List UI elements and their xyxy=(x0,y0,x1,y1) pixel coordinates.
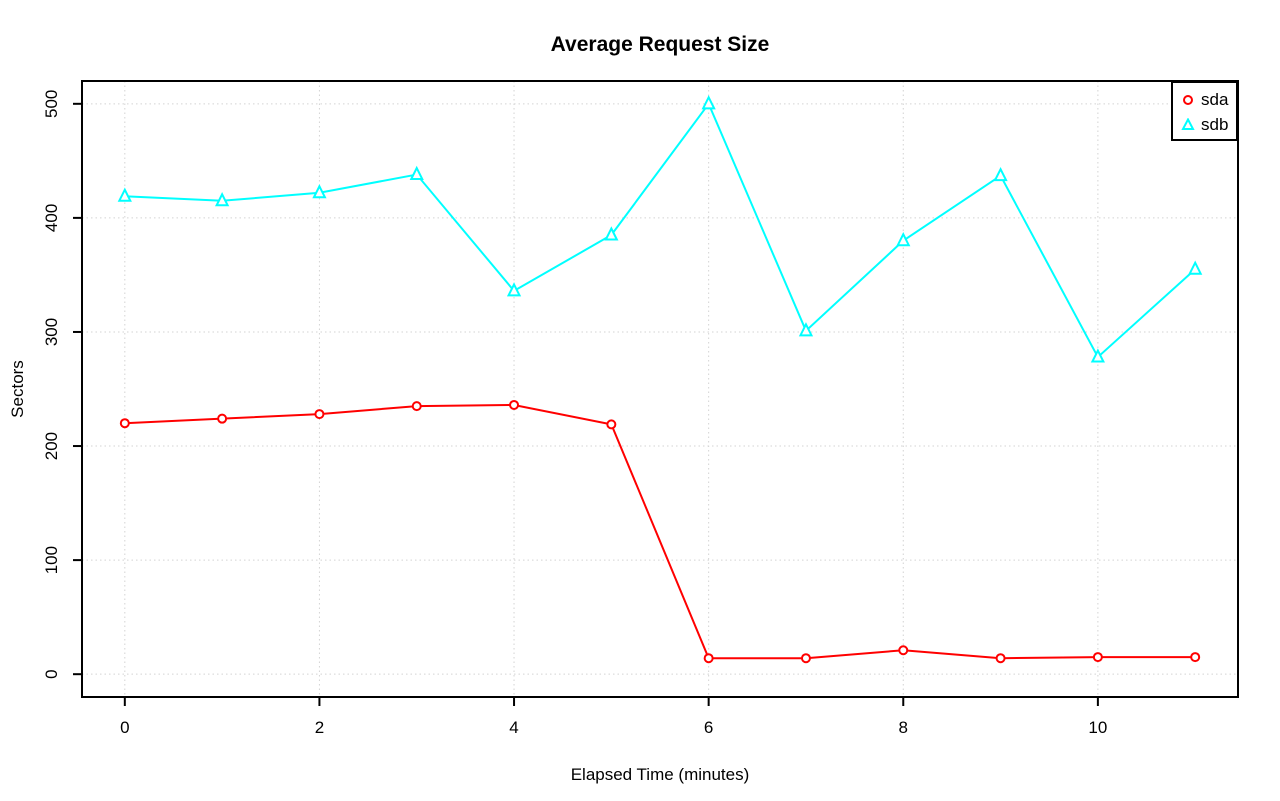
data-point-sdb xyxy=(604,226,619,241)
legend: sda sdb xyxy=(1171,81,1238,141)
data-point-sdb xyxy=(701,95,716,110)
x-tick-label: 10 xyxy=(1088,718,1107,737)
data-point-sdb xyxy=(409,165,424,181)
x-tick-label: 8 xyxy=(899,718,908,737)
x-tick-label: 6 xyxy=(704,718,713,737)
x-tick-label: 0 xyxy=(120,718,129,737)
legend-label-sdb: sdb xyxy=(1201,114,1229,134)
y-tick-label: 400 xyxy=(42,204,61,232)
y-axis-label: Sectors xyxy=(8,360,27,418)
data-point-sda xyxy=(314,409,325,420)
data-point-sdb xyxy=(117,187,132,202)
chart-title: Average Request Size xyxy=(550,33,770,56)
y-tick-label: 200 xyxy=(42,432,61,460)
data-point-sdb xyxy=(215,192,230,207)
sdb-triangle-marker-icon xyxy=(1181,117,1195,130)
data-point-sda xyxy=(411,401,422,412)
y-tick-label: 500 xyxy=(42,90,61,118)
legend-item-sdb: sdb xyxy=(1181,112,1236,137)
data-point-sdb xyxy=(896,231,911,247)
data-point-sdb xyxy=(1090,348,1105,363)
data-point-sda xyxy=(509,399,520,410)
data-point-sda xyxy=(898,645,909,656)
legend-label-sda: sda xyxy=(1201,89,1229,109)
sda-circle-marker-icon xyxy=(1183,94,1193,105)
data-point-sda xyxy=(1190,652,1201,663)
y-tick-label: 100 xyxy=(42,546,61,574)
data-point-sda xyxy=(606,419,617,430)
plot-box xyxy=(81,80,1239,698)
data-point-sda xyxy=(995,653,1006,664)
data-point-sdb xyxy=(312,184,327,199)
x-tick-label: 2 xyxy=(315,718,324,737)
series-line-sdb xyxy=(123,101,1197,359)
data-point-sda xyxy=(703,653,714,664)
legend-item-sda: sda xyxy=(1181,87,1236,112)
x-axis-label: Elapsed Time (minutes) xyxy=(570,765,750,784)
data-point-sdb xyxy=(506,282,522,297)
series-line-sda xyxy=(123,403,1197,660)
data-point-sda xyxy=(119,418,130,429)
data-point-sdb xyxy=(1188,260,1203,275)
data-point-sda xyxy=(1092,652,1103,663)
data-point-sda xyxy=(217,413,228,424)
data-point-sdb xyxy=(798,322,814,337)
data-point-sdb xyxy=(993,166,1008,182)
x-tick-label: 4 xyxy=(509,718,518,737)
y-tick-label: 0 xyxy=(42,669,61,678)
y-tick-label: 300 xyxy=(42,318,61,346)
data-point-sda xyxy=(800,653,811,664)
